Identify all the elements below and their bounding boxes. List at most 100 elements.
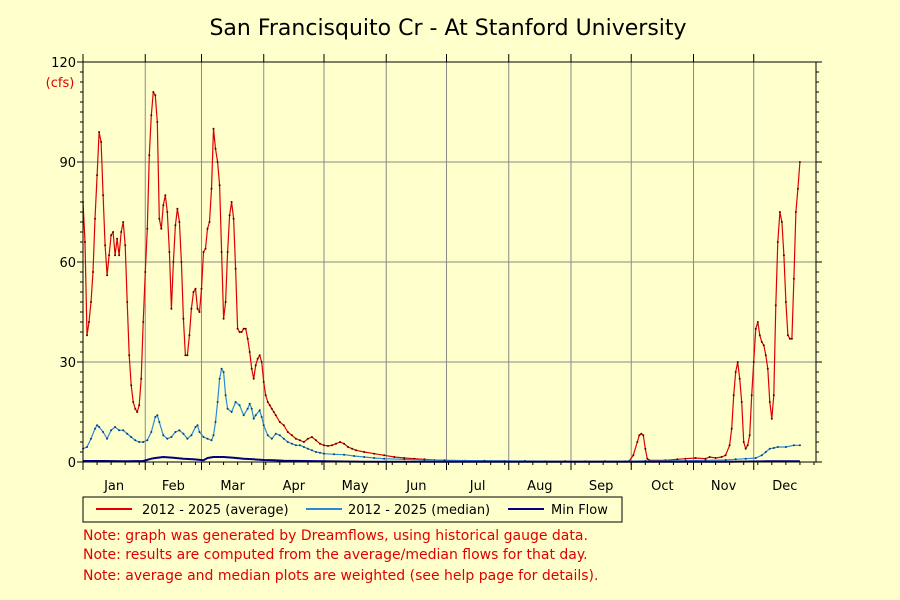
data-point bbox=[208, 221, 211, 223]
data-point bbox=[254, 364, 257, 367]
data-point bbox=[298, 439, 301, 442]
data-point bbox=[772, 447, 775, 449]
data-point bbox=[86, 446, 88, 448]
data-point bbox=[720, 456, 723, 458]
data-point bbox=[784, 446, 787, 448]
data-point bbox=[764, 354, 767, 357]
y-tick-label: 60 bbox=[59, 256, 76, 271]
data-point bbox=[110, 429, 113, 432]
data-point bbox=[130, 436, 133, 438]
data-point bbox=[766, 367, 769, 370]
data-point bbox=[106, 437, 109, 440]
data-point bbox=[319, 451, 321, 454]
data-point bbox=[632, 454, 635, 457]
data-point bbox=[94, 217, 96, 220]
data-point bbox=[108, 254, 111, 257]
data-point bbox=[278, 434, 281, 437]
data-point bbox=[331, 444, 333, 447]
data-point bbox=[188, 334, 191, 337]
data-point bbox=[232, 217, 235, 220]
data-point bbox=[178, 221, 181, 223]
data-point bbox=[724, 459, 727, 461]
data-point bbox=[242, 327, 245, 330]
data-point bbox=[92, 271, 94, 273]
data-point bbox=[262, 424, 265, 427]
x-tick-label: May bbox=[342, 479, 369, 494]
data-point bbox=[782, 254, 785, 257]
data-point bbox=[319, 442, 321, 445]
data-point bbox=[118, 429, 121, 432]
plot-frame bbox=[82, 61, 817, 463]
data-point bbox=[290, 434, 293, 437]
data-point bbox=[750, 394, 753, 397]
data-point bbox=[246, 337, 249, 340]
data-point bbox=[98, 131, 101, 133]
data-point bbox=[355, 449, 358, 452]
data-point bbox=[738, 377, 741, 380]
data-point bbox=[770, 417, 773, 420]
data-point bbox=[102, 431, 105, 433]
data-point bbox=[748, 434, 751, 437]
data-point bbox=[172, 261, 175, 263]
data-point bbox=[792, 277, 795, 280]
data-point bbox=[160, 227, 163, 230]
data-point bbox=[128, 354, 131, 357]
data-point bbox=[298, 444, 301, 447]
data-point bbox=[140, 377, 143, 380]
data-point bbox=[244, 327, 247, 330]
note-line-3: Note: average and median plots are weigh… bbox=[83, 568, 598, 584]
data-point bbox=[333, 453, 335, 456]
data-point bbox=[250, 367, 253, 370]
grid-lines bbox=[82, 61, 816, 463]
data-point bbox=[323, 444, 325, 447]
data-point bbox=[166, 437, 169, 440]
data-point bbox=[764, 451, 767, 453]
data-point bbox=[315, 451, 317, 453]
x-tick-label: Jan bbox=[103, 479, 124, 494]
data-point bbox=[142, 321, 145, 323]
data-point bbox=[642, 434, 645, 437]
data-point bbox=[240, 331, 243, 333]
data-point bbox=[266, 401, 269, 403]
data-point bbox=[744, 447, 747, 450]
data-point bbox=[268, 404, 271, 407]
data-point bbox=[122, 221, 125, 223]
data-point bbox=[746, 444, 749, 447]
data-point bbox=[756, 321, 759, 323]
data-point bbox=[260, 416, 263, 418]
data-point bbox=[138, 441, 141, 443]
data-point bbox=[270, 407, 273, 410]
data-point bbox=[206, 227, 209, 230]
y-tick-label: 120 bbox=[51, 56, 76, 71]
data-point bbox=[202, 436, 205, 438]
chart-title: San Francisquito Cr - At Stanford Univer… bbox=[209, 16, 686, 41]
data-point bbox=[694, 457, 697, 459]
data-point bbox=[158, 217, 161, 220]
data-point bbox=[194, 426, 197, 428]
data-point bbox=[226, 251, 229, 253]
data-point bbox=[146, 439, 149, 442]
data-point bbox=[134, 439, 137, 442]
data-point bbox=[393, 456, 396, 458]
data-point bbox=[270, 437, 273, 440]
data-point bbox=[200, 287, 203, 290]
data-point bbox=[676, 458, 679, 461]
data-point bbox=[150, 114, 153, 117]
data-point bbox=[353, 455, 356, 457]
data-point bbox=[248, 402, 251, 405]
data-point bbox=[118, 254, 121, 257]
data-point bbox=[242, 414, 245, 417]
data-point bbox=[94, 427, 96, 430]
data-point bbox=[323, 452, 325, 455]
data-point bbox=[170, 436, 173, 438]
data-point bbox=[116, 237, 119, 240]
data-point bbox=[224, 394, 227, 397]
data-point bbox=[256, 357, 259, 360]
data-point bbox=[220, 367, 223, 370]
data-point bbox=[728, 444, 731, 447]
data-point bbox=[258, 354, 261, 357]
data-point bbox=[124, 244, 127, 247]
data-point bbox=[204, 247, 207, 250]
data-point bbox=[184, 354, 187, 357]
data-point bbox=[220, 251, 223, 253]
